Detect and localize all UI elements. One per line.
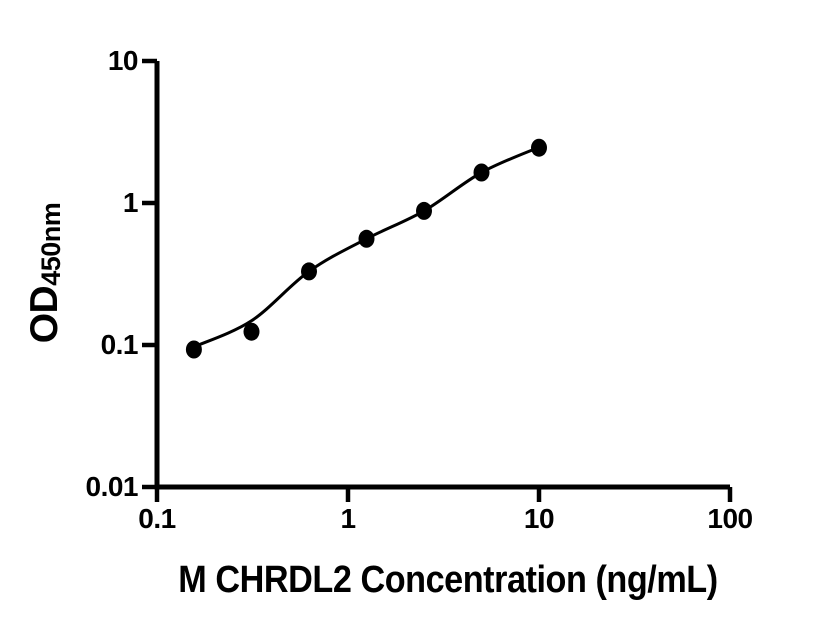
axis-spine [154, 61, 730, 490]
y-axis-title-subscript: 450nm [36, 202, 66, 286]
data-point [473, 163, 490, 182]
x-tick-label-100: 100 [707, 503, 753, 534]
x-axis-title: M CHRDL2 Concentration (ng/mL) [178, 559, 718, 601]
x-tick-label-1: 1 [340, 503, 356, 534]
x-tick-label-0.1: 0.1 [138, 503, 176, 534]
y-axis-title-main: OD [23, 285, 66, 344]
x-tick-label-10: 10 [523, 503, 555, 534]
data-point [416, 201, 432, 220]
data-point [531, 138, 547, 157]
y-tick-label-0.01: 0.01 [85, 471, 139, 502]
data-point [358, 229, 375, 248]
data-point [301, 262, 317, 281]
data-point [185, 340, 202, 359]
y-axis-title: OD 450nm [23, 123, 75, 423]
y-tick-label-10: 10 [107, 45, 139, 76]
y-tick-label-0.1: 0.1 [100, 329, 139, 360]
y-tick-label-1: 1 [122, 187, 139, 218]
data-point [243, 322, 260, 341]
